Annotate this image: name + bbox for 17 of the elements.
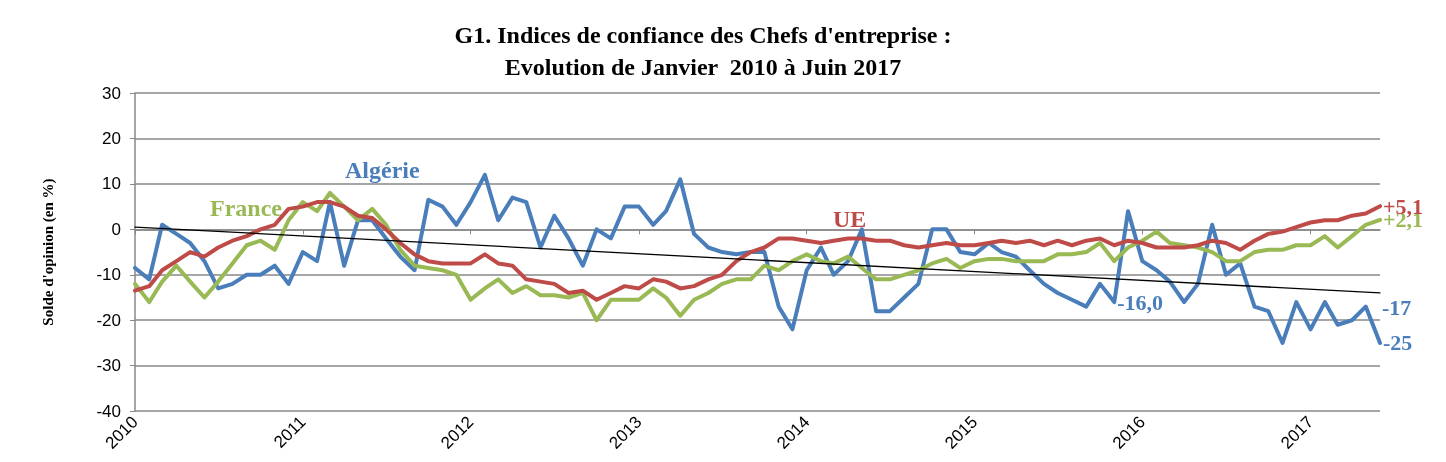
y-tick-label: 30 [102, 83, 121, 103]
series-label: UE [833, 206, 867, 232]
series-label: France [210, 195, 283, 221]
y-axis-title: Solde d'opinion (en %) [39, 178, 57, 326]
y-tick-label: 20 [102, 128, 121, 148]
y-tick-label: -30 [96, 356, 121, 376]
line-series [133, 190, 1382, 323]
series-label: Algérie [345, 157, 420, 183]
y-tick-label: -20 [96, 310, 121, 330]
text: -17 [1382, 294, 1412, 320]
data-label: -25 [1383, 330, 1413, 356]
chart-title: G1. Indices de confiance des Chefs d'entreprise : Evolution de Janvier 2010 à Juin 2017 [454, 22, 952, 80]
y-tick-label: -10 [96, 265, 121, 285]
data-label: -16,0 [1117, 289, 1164, 315]
y-tick-label: -40 [96, 401, 121, 421]
y-tick-label: 0 [111, 219, 121, 239]
y-tick-label: 10 [102, 174, 121, 194]
